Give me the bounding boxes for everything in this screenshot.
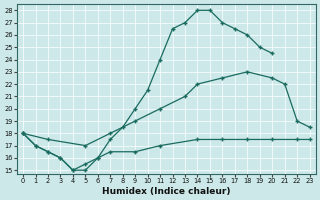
X-axis label: Humidex (Indice chaleur): Humidex (Indice chaleur) — [102, 187, 231, 196]
